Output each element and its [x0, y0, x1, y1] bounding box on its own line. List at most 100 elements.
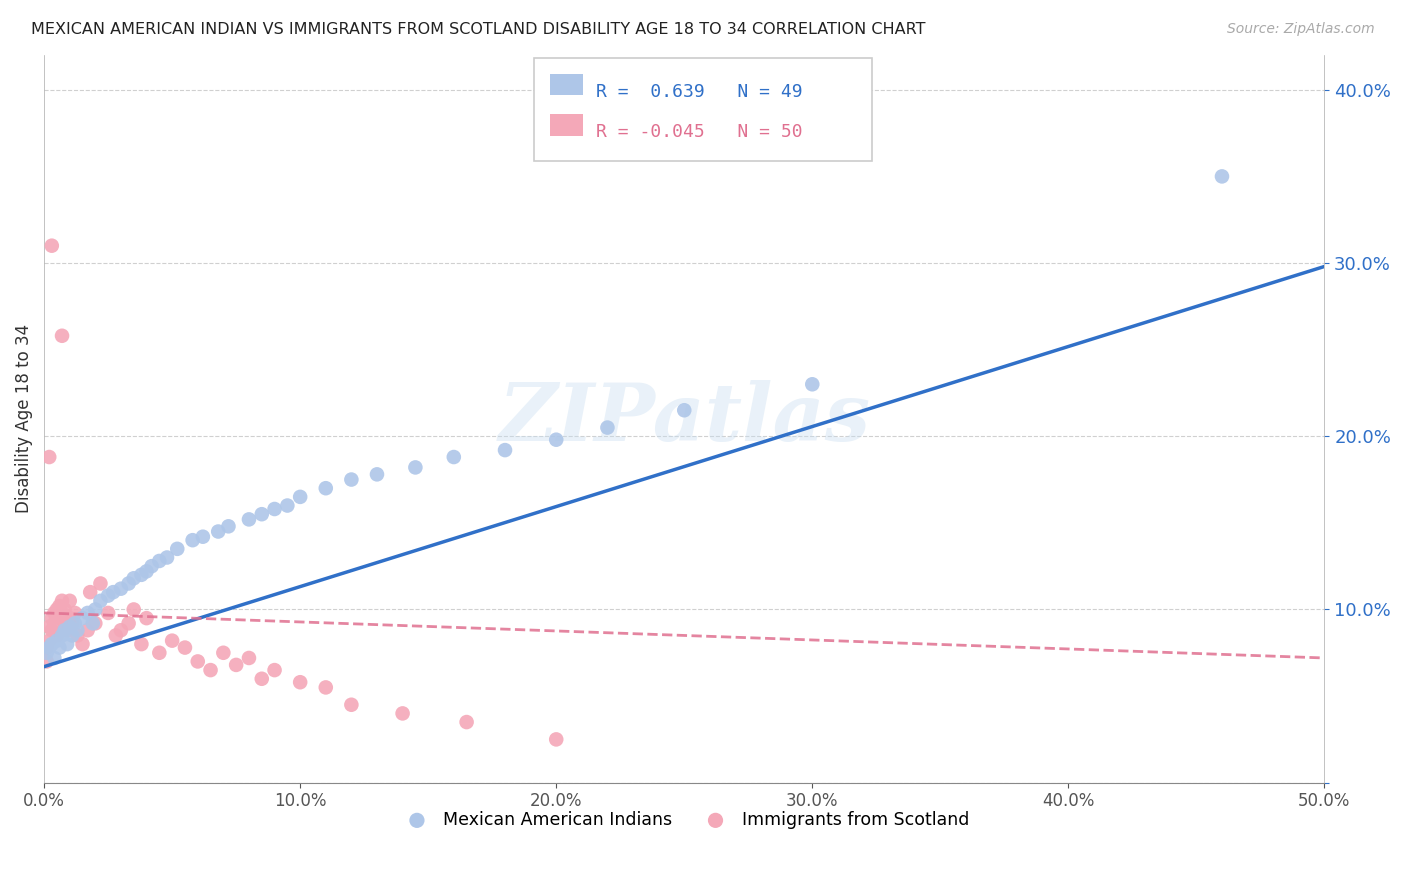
Point [122, 571, 145, 585]
Point [156, 550, 179, 565]
Point [340, 473, 363, 487]
Point [51, 594, 73, 608]
Point [56, 637, 79, 651]
Point [51, 328, 73, 343]
Point [1211, 169, 1233, 184]
Text: R =  0.639   N = 49: R = 0.639 N = 49 [596, 83, 803, 101]
Point [148, 554, 170, 568]
Point [48, 640, 70, 655]
Point [44, 651, 66, 665]
Point [38, 633, 60, 648]
Point [45, 602, 67, 616]
Point [45, 628, 67, 642]
Point [59, 620, 82, 634]
Point [191, 530, 214, 544]
Point [48, 599, 70, 613]
Point [288, 675, 311, 690]
Point [250, 507, 273, 521]
Point [494, 443, 516, 458]
Point [53, 602, 76, 616]
Point [59, 594, 82, 608]
Point [51, 606, 73, 620]
Point [72, 637, 94, 651]
Point [546, 732, 568, 747]
Point [166, 541, 188, 556]
Point [315, 681, 337, 695]
Point [801, 377, 824, 392]
Point [546, 433, 568, 447]
Point [76, 606, 98, 620]
Point [263, 663, 285, 677]
Point [41, 624, 63, 638]
Point [141, 559, 163, 574]
Point [207, 524, 229, 539]
Point [97, 589, 120, 603]
Point [84, 616, 107, 631]
Point [187, 655, 209, 669]
Point [56, 624, 79, 638]
Point [250, 672, 273, 686]
Point [104, 628, 127, 642]
Legend: Mexican American Indians, Immigrants from Scotland: Mexican American Indians, Immigrants fro… [392, 804, 976, 836]
Point [148, 646, 170, 660]
Point [97, 606, 120, 620]
Point [217, 519, 239, 533]
Point [181, 533, 204, 548]
Point [35, 646, 58, 660]
Point [51, 628, 73, 642]
Point [38, 640, 60, 655]
Point [225, 657, 247, 672]
Point [79, 585, 101, 599]
Point [76, 624, 98, 638]
Point [238, 651, 260, 665]
Point [443, 450, 465, 464]
Point [53, 616, 76, 631]
Point [673, 403, 696, 417]
Text: MEXICAN AMERICAN INDIAN VS IMMIGRANTS FROM SCOTLAND DISABILITY AGE 18 TO 34 CORR: MEXICAN AMERICAN INDIAN VS IMMIGRANTS FR… [31, 22, 925, 37]
Point [44, 616, 66, 631]
Point [53, 624, 76, 638]
Point [63, 606, 86, 620]
Point [103, 585, 125, 599]
Text: R = -0.045   N = 50: R = -0.045 N = 50 [596, 123, 803, 141]
Point [315, 481, 337, 495]
Point [63, 616, 86, 631]
Point [66, 628, 89, 642]
Point [135, 611, 157, 625]
Point [66, 624, 89, 638]
Point [41, 611, 63, 625]
Point [200, 663, 222, 677]
Point [110, 624, 132, 638]
Point [45, 633, 67, 648]
Point [82, 616, 104, 631]
Point [84, 602, 107, 616]
Y-axis label: Disability Age 18 to 34: Disability Age 18 to 34 [15, 325, 32, 514]
Point [117, 616, 139, 631]
Point [48, 611, 70, 625]
Point [174, 640, 197, 655]
Point [35, 655, 58, 669]
Point [131, 567, 153, 582]
Point [276, 499, 298, 513]
Point [38, 620, 60, 634]
Point [340, 698, 363, 712]
Text: ZIPatlas: ZIPatlas [498, 380, 870, 458]
Point [391, 706, 413, 721]
Point [238, 512, 260, 526]
Point [44, 606, 66, 620]
Point [59, 611, 82, 625]
Point [456, 714, 478, 729]
Point [35, 640, 58, 655]
Point [110, 582, 132, 596]
Point [596, 420, 619, 434]
Point [122, 602, 145, 616]
Point [60, 616, 83, 631]
Point [60, 628, 83, 642]
Point [89, 576, 111, 591]
Point [38, 450, 60, 464]
Point [404, 460, 426, 475]
Point [366, 467, 388, 482]
Point [41, 637, 63, 651]
Point [135, 565, 157, 579]
Point [212, 646, 235, 660]
